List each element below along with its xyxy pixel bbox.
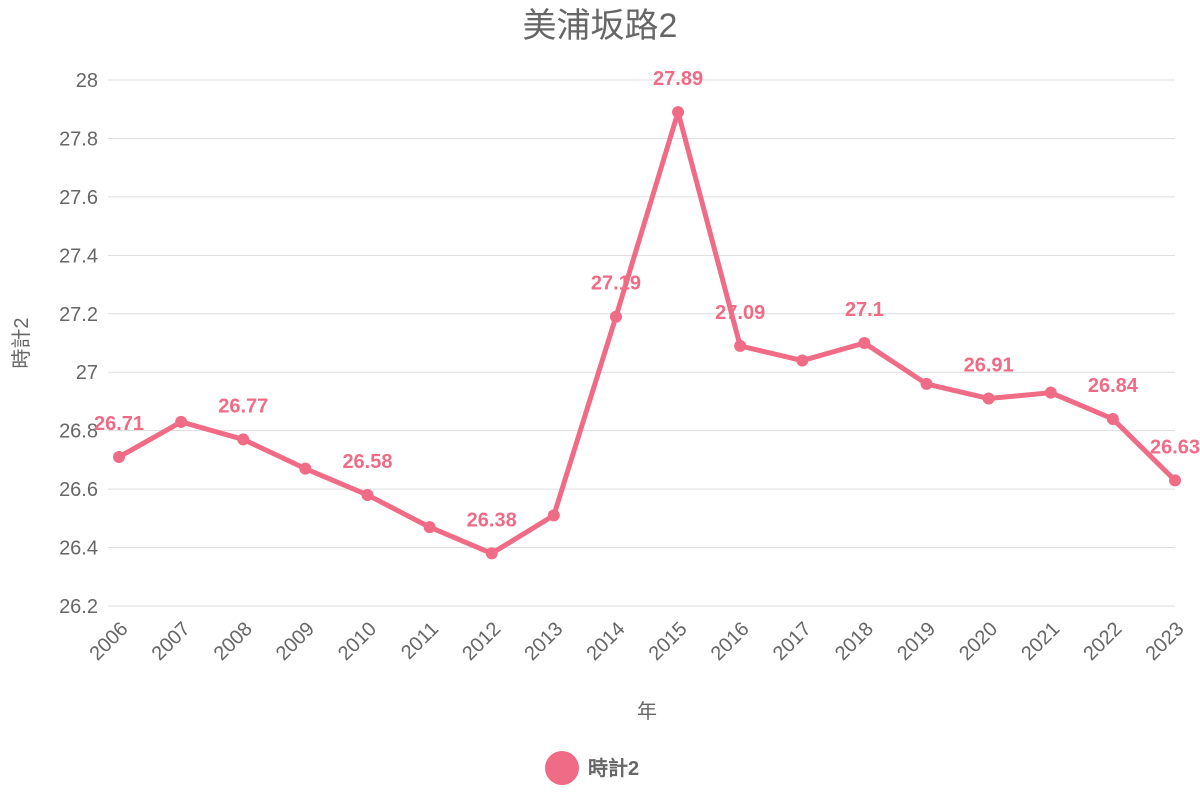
x-tick-label: 2016 bbox=[707, 618, 754, 665]
x-tick-label: 2013 bbox=[520, 618, 567, 665]
x-tick-label: 2008 bbox=[210, 618, 257, 665]
x-tick-label: 2017 bbox=[769, 618, 816, 665]
data-label: 26.63 bbox=[1150, 436, 1200, 458]
x-tick-label: 2012 bbox=[458, 618, 505, 665]
x-tick-label: 2010 bbox=[334, 618, 381, 665]
data-label: 26.71 bbox=[94, 413, 144, 435]
y-tick-label: 26.4 bbox=[59, 538, 98, 560]
legend-marker bbox=[545, 751, 579, 785]
x-tick-label: 2007 bbox=[148, 618, 195, 665]
data-point[interactable] bbox=[858, 337, 871, 349]
data-point[interactable] bbox=[361, 488, 374, 501]
data-label: 27.09 bbox=[715, 302, 765, 324]
data-label: 27.89 bbox=[653, 68, 703, 90]
series-line bbox=[117, 109, 1177, 556]
legend[interactable]: 時計2 bbox=[545, 751, 639, 785]
x-tick-label: 2015 bbox=[645, 618, 692, 665]
data-label: 26.91 bbox=[964, 355, 1014, 377]
y-tick-label: 27.8 bbox=[59, 128, 98, 150]
y-tick-label: 27.4 bbox=[59, 245, 98, 267]
x-tick-label: 2021 bbox=[1017, 618, 1064, 665]
data-point[interactable] bbox=[672, 106, 685, 119]
data-point[interactable] bbox=[796, 354, 809, 367]
x-tick-label: 2019 bbox=[893, 618, 940, 665]
data-point[interactable] bbox=[1106, 412, 1119, 425]
x-tick-label: 2020 bbox=[955, 618, 1002, 665]
legend-label: 時計2 bbox=[588, 756, 639, 780]
data-point[interactable] bbox=[299, 462, 312, 475]
y-tick-label: 26.6 bbox=[59, 479, 98, 501]
y-tick-label: 26.8 bbox=[59, 421, 98, 443]
x-tick-label: 2023 bbox=[1142, 618, 1189, 665]
y-axis-label: 時計2 bbox=[10, 317, 33, 368]
data-point[interactable] bbox=[920, 377, 933, 390]
x-tick-label: 2014 bbox=[582, 618, 629, 665]
data-label: 26.38 bbox=[467, 509, 517, 531]
y-tick-label: 28 bbox=[76, 70, 98, 92]
x-tick-label: 2022 bbox=[1079, 618, 1126, 665]
data-point[interactable] bbox=[423, 521, 436, 534]
data-label: 26.58 bbox=[342, 451, 392, 473]
y-tick-label: 27.6 bbox=[59, 187, 98, 209]
x-tick-label: 2011 bbox=[397, 618, 443, 664]
y-tick-label: 26.2 bbox=[59, 596, 98, 618]
x-tick-label: 2006 bbox=[86, 618, 133, 665]
data-label: 27.19 bbox=[591, 273, 641, 295]
data-point[interactable] bbox=[175, 415, 188, 428]
data-point[interactable] bbox=[982, 392, 995, 405]
data-label: 27.1 bbox=[845, 299, 884, 321]
y-tick-label: 27.2 bbox=[59, 304, 98, 326]
data-point[interactable] bbox=[113, 450, 125, 463]
data-point[interactable] bbox=[734, 339, 747, 352]
chart-title: 美浦坂路2 bbox=[523, 7, 678, 45]
data-label: 26.77 bbox=[218, 395, 268, 417]
data-point[interactable] bbox=[485, 547, 498, 560]
x-tick-label: 2018 bbox=[831, 618, 878, 665]
data-point[interactable] bbox=[237, 433, 250, 446]
data-point[interactable] bbox=[547, 509, 560, 522]
data-point[interactable] bbox=[609, 310, 622, 323]
y-tick-label: 27 bbox=[76, 362, 98, 384]
data-label: 26.84 bbox=[1088, 375, 1139, 397]
data-point[interactable] bbox=[1169, 474, 1181, 487]
data-point[interactable] bbox=[1044, 386, 1057, 399]
x-axis-label: 年 bbox=[637, 700, 657, 723]
x-tick-label: 2009 bbox=[272, 618, 319, 665]
